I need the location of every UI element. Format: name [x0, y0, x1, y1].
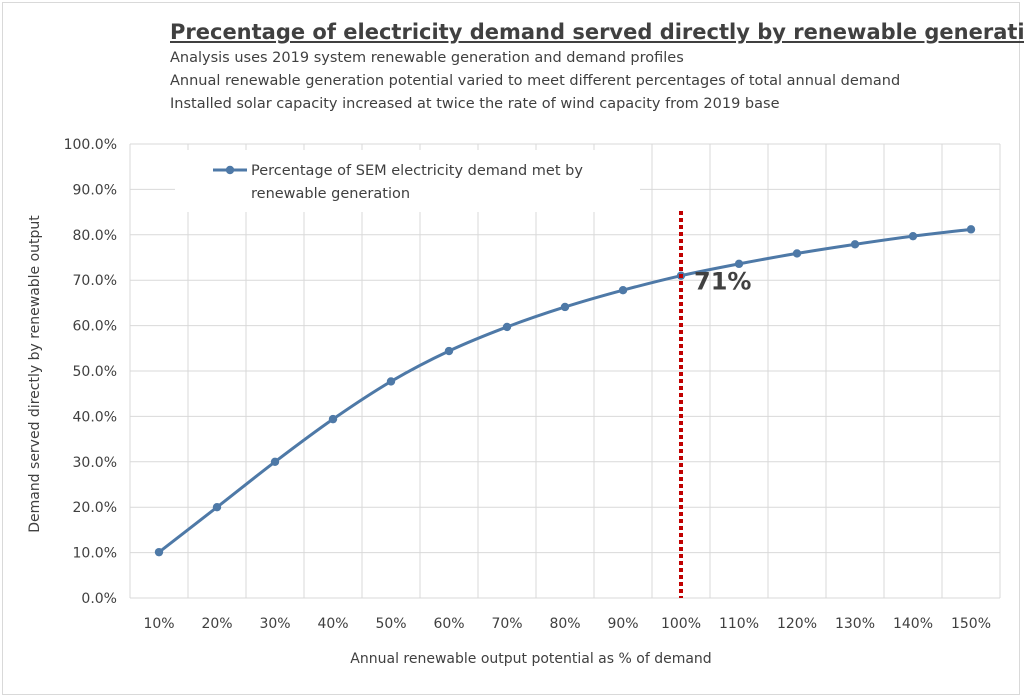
y-axis-title: Demand served directly by renewable outp… — [27, 215, 43, 533]
y-tick-label: 20.0% — [73, 500, 117, 516]
y-tick-label: 0.0% — [81, 591, 117, 607]
series-layer — [154, 225, 976, 557]
x-tick-label: 20% — [201, 616, 232, 632]
x-tick-label: 130% — [835, 616, 875, 632]
x-tick-label: 90% — [607, 616, 638, 632]
data-point — [386, 377, 396, 386]
x-tick-label: 80% — [549, 616, 580, 632]
data-point — [444, 346, 454, 356]
x-tick-label: 150% — [951, 616, 991, 632]
data-point — [792, 249, 802, 258]
data-point — [270, 457, 280, 466]
y-tick-label: 50.0% — [73, 364, 117, 380]
chart-subtitle-1: Analysis uses 2019 system renewable gene… — [170, 50, 684, 66]
data-point — [966, 225, 976, 234]
legend: Percentage of SEM electricity demand met… — [175, 150, 640, 212]
x-tick-label: 120% — [777, 616, 817, 632]
gridlines — [129, 143, 1001, 599]
y-tick-label: 100.0% — [64, 137, 117, 153]
data-point — [212, 503, 222, 512]
y-axis-ticks: 0.0% 10.0% 20.0% 30.0% 40.0% 50.0% 60.0% 70.0% 8… — [64, 137, 117, 607]
x-tick-label: 70% — [491, 616, 522, 632]
y-tick-label: 30.0% — [73, 455, 117, 471]
data-point — [734, 259, 744, 269]
chart-title: Precentage of electricity demand served … — [170, 20, 1024, 44]
legend-label-line-2: renewable generation — [251, 186, 410, 202]
x-tick-label: 40% — [317, 616, 348, 632]
data-point — [560, 302, 570, 312]
chart-subtitle-3: Installed solar capacity increased at tw… — [170, 96, 780, 112]
legend-swatch-marker — [225, 165, 235, 175]
y-tick-label: 10.0% — [73, 546, 117, 562]
chart-subtitle-2: Annual renewable generation potential va… — [170, 73, 901, 89]
x-tick-label: 50% — [375, 616, 406, 632]
data-point — [850, 240, 860, 249]
y-tick-label: 90.0% — [73, 182, 117, 198]
y-tick-label: 70.0% — [73, 273, 117, 289]
series-line — [158, 227, 972, 554]
y-tick-label: 80.0% — [73, 228, 117, 244]
x-tick-label: 10% — [143, 616, 174, 632]
x-axis-title: Annual renewable output potential as % o… — [350, 651, 711, 667]
x-tick-label: 100% — [661, 616, 701, 632]
x-axis-ticks: 10% 20% 30% 40% 50% 60% 70% 80% 90% 100% 110% 120% 1… — [143, 616, 991, 632]
data-point — [502, 322, 512, 332]
legend-label-line-1: Percentage of SEM electricity demand met… — [251, 163, 583, 179]
x-tick-label: 30% — [259, 616, 290, 632]
annotation-label: 71% — [694, 268, 751, 296]
legend-background — [175, 150, 640, 212]
data-point — [618, 285, 628, 295]
x-tick-label: 140% — [893, 616, 933, 632]
y-tick-label: 40.0% — [73, 409, 117, 425]
x-tick-label: 60% — [433, 616, 464, 632]
x-tick-label: 110% — [719, 616, 759, 632]
y-tick-label: 60.0% — [73, 319, 117, 335]
data-point — [154, 547, 164, 557]
data-point — [908, 231, 918, 241]
data-point — [328, 414, 338, 424]
